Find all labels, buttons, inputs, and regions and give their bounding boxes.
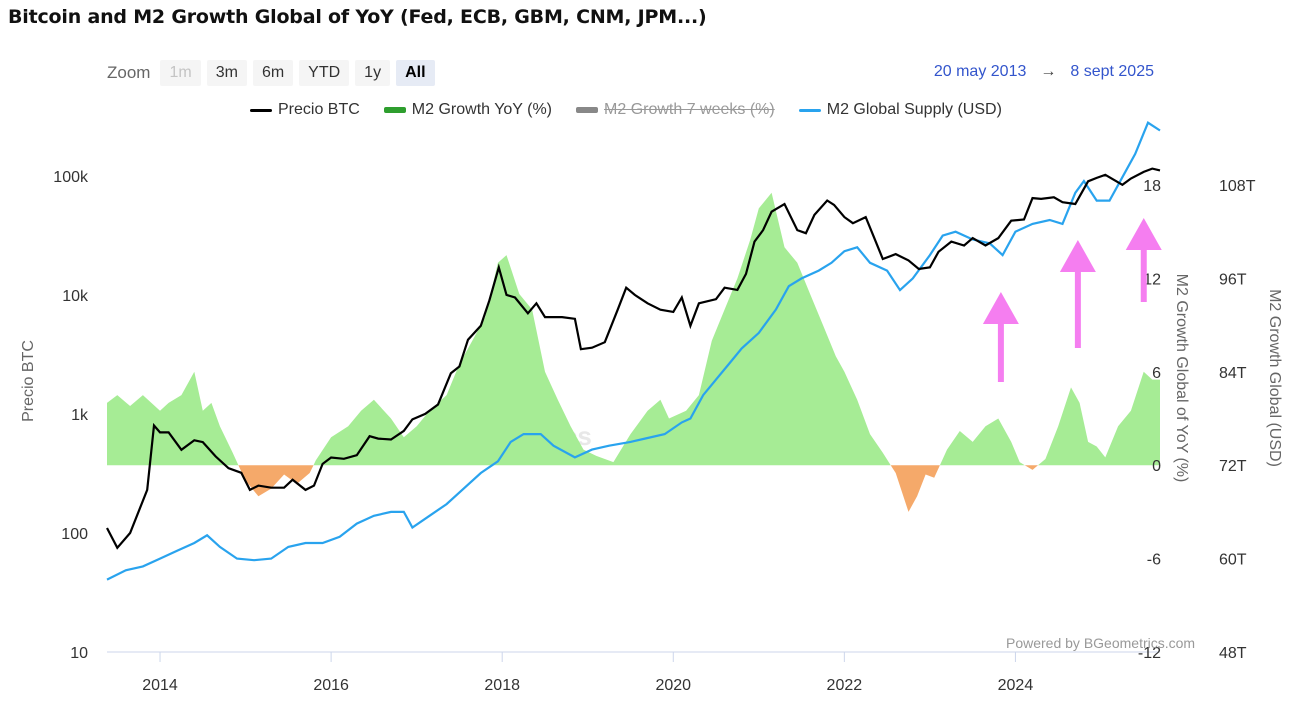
legend-swatch-m2-global — [798, 108, 821, 112]
zoom-label: Zoom — [107, 63, 151, 82]
annotation-arrow — [982, 292, 1019, 382]
legend-label-m2-7weeks: M2 Growth 7 weeks (%) — [604, 101, 775, 118]
x-axis-tick-label: 2020 — [655, 677, 691, 694]
m2-yoy-axis-tick-label: 0 — [1152, 458, 1161, 475]
m2-global-supply-line — [106, 121, 1161, 581]
date-from-input[interactable]: 20 may 2013 — [933, 63, 1027, 80]
zoom-ytd-button[interactable]: YTD — [299, 60, 350, 86]
date-range: 20 may 2013 → 8 sept 2025 — [934, 63, 1154, 81]
zoom-bar: Zoom 1m 3m 6m YTD 1y All — [107, 60, 435, 86]
m2-usd-axis-tick-label: 96T — [1219, 271, 1247, 288]
btc-axis-title: Precio BTC — [20, 340, 37, 422]
btc-axis-tick-label: 10k — [62, 288, 89, 305]
legend-label-m2-global: M2 Global Supply (USD) — [826, 101, 1002, 118]
annotation-arrow-shaft — [1074, 268, 1081, 348]
m2-usd-axis-tick-label: 84T — [1219, 365, 1247, 382]
zoom-6m-button[interactable]: 6m — [252, 60, 294, 86]
m2-yoy-axis-tick-label: -12 — [1138, 645, 1161, 662]
legend-item-m2-global[interactable]: M2 Global Supply (USD) — [798, 101, 1002, 119]
zoom-1m-button[interactable]: 1m — [160, 60, 201, 86]
btc-axis-tick-label: 1k — [71, 407, 89, 424]
m2-usd-axis-title: M2 Growth Global (USD) — [1266, 289, 1283, 467]
legend-item-m2-yoy[interactable]: M2 Growth YoY (%) — [383, 101, 553, 119]
x-axis-tick-label: 2018 — [484, 677, 520, 694]
m2-usd-axis-tick-label: 60T — [1219, 552, 1247, 569]
annotation-arrow-head — [1125, 218, 1162, 250]
legend: Precio BTC M2 Growth YoY (%) M2 Growth 7… — [250, 101, 1002, 119]
m2-usd-axis-tick-label: 108T — [1219, 178, 1256, 195]
m2-usd-axis-tick-label: 72T — [1219, 458, 1247, 475]
m2-yoy-negative-area — [107, 465, 1160, 512]
m2-yoy-positive-area — [107, 192, 1160, 466]
annotation-arrow-head — [982, 292, 1019, 324]
legend-item-btc[interactable]: Precio BTC — [250, 101, 360, 119]
date-to-input[interactable]: 8 sept 2025 — [1070, 63, 1154, 80]
m2-yoy-axis-tick-label: 18 — [1143, 178, 1161, 195]
x-axis-tick-label: 2016 — [313, 677, 349, 694]
chart-title: Bitcoin and M2 Growth Global of YoY (Fed… — [8, 6, 707, 28]
annotation-arrow — [1059, 240, 1096, 348]
legend-item-m2-7weeks[interactable]: M2 Growth 7 weeks (%) — [576, 101, 775, 119]
annotation-arrow-shaft — [997, 320, 1004, 382]
legend-label-btc: Precio BTC — [278, 101, 360, 118]
legend-swatch-m2-yoy — [383, 107, 406, 113]
legend-swatch-btc — [250, 108, 272, 112]
x-axis-tick-label: 2024 — [998, 677, 1034, 694]
m2-yoy-axis-tick-label: 6 — [1152, 365, 1161, 382]
btc-axis-tick-label: 100 — [61, 526, 88, 543]
legend-swatch-m2-7weeks — [576, 107, 599, 113]
m2-yoy-axis-title: M2 Growth Global of YoY (%) — [1173, 274, 1190, 483]
zoom-all-button[interactable]: All — [396, 60, 435, 86]
zoom-1y-button[interactable]: 1y — [355, 60, 391, 86]
x-axis-tick-label: 2022 — [827, 677, 863, 694]
legend-label-m2-yoy: M2 Growth YoY (%) — [411, 101, 553, 118]
annotation-arrow-shaft — [1140, 246, 1147, 302]
m2-yoy-axis-tick-label: 12 — [1143, 271, 1161, 288]
credit-link[interactable]: Powered by BGeometrics.com — [1006, 635, 1196, 651]
m2-usd-axis-tick-label: 48T — [1219, 645, 1247, 662]
btc-price-line — [106, 167, 1161, 550]
btc-axis-tick-label: 100k — [53, 169, 89, 186]
annotation-arrow-head — [1059, 240, 1096, 272]
zoom-3m-button[interactable]: 3m — [206, 60, 247, 86]
btc-axis-tick-label: 10 — [70, 645, 88, 662]
m2-yoy-axis-tick-label: -6 — [1147, 552, 1161, 569]
annotation-arrow — [1125, 218, 1162, 302]
date-range-arrow: → — [1040, 63, 1057, 80]
x-axis-tick-label: 2014 — [142, 677, 178, 694]
